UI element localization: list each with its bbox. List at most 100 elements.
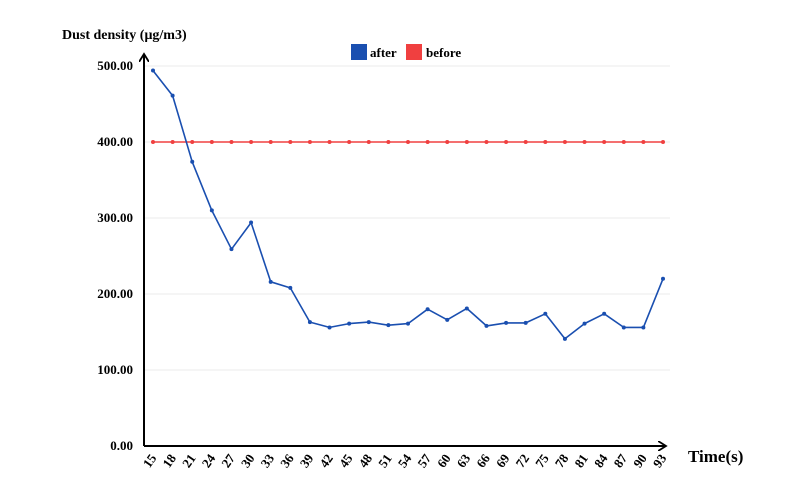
data-point-after: [347, 321, 352, 326]
x-tick-label: 24: [199, 451, 219, 471]
data-point-after: [268, 279, 273, 284]
data-point-after: [190, 159, 195, 164]
x-tick-label: 36: [277, 451, 297, 471]
y-tick-label: 0.00: [110, 438, 133, 453]
data-point-before: [582, 140, 587, 144]
x-tick-label: 15: [140, 451, 160, 471]
x-tick-labels: 15 18 21 24 27 30 33 36 39 42 45 48 51 54 57 60 63 66 69 72…: [140, 451, 670, 471]
data-point-before: [366, 140, 371, 144]
x-tick-label: 51: [375, 451, 395, 470]
x-tick-label: 75: [532, 451, 552, 471]
data-point-before: [621, 140, 626, 144]
data-point-after: [406, 321, 410, 326]
data-point-before: [327, 140, 332, 144]
data-point-after: [582, 321, 587, 326]
x-tick-label: 81: [571, 451, 591, 470]
data-point-before: [464, 140, 469, 144]
data-point-after: [464, 306, 469, 311]
y-tick-label: 100.00: [97, 362, 133, 377]
y-tick-label: 200.00: [97, 286, 133, 301]
data-point-after: [621, 325, 626, 330]
data-point-before: [543, 140, 548, 144]
y-tick-label: 500.00: [97, 58, 133, 73]
series-after: [151, 68, 665, 341]
x-tick-label: 63: [454, 451, 474, 471]
x-tick-label: 45: [336, 451, 356, 471]
data-point-after: [484, 323, 489, 328]
x-tick-label: 42: [316, 451, 336, 470]
data-point-before: [484, 140, 489, 144]
data-point-before: [425, 140, 430, 144]
data-point-before: [288, 140, 293, 144]
data-point-before: [406, 140, 410, 144]
y-tick-label: 300.00: [97, 210, 133, 225]
x-tick-label: 72: [512, 451, 532, 470]
x-tick-label: 54: [395, 451, 415, 471]
x-tick-label: 69: [493, 451, 513, 471]
data-point-after: [249, 220, 254, 225]
data-point-before: [209, 140, 214, 144]
data-point-before: [307, 140, 312, 144]
data-point-after: [327, 325, 332, 330]
legend-swatch-after: [351, 44, 367, 60]
data-point-after: [307, 320, 312, 325]
x-tick-label: 33: [257, 451, 277, 471]
x-tick-label: 84: [591, 451, 611, 471]
data-point-after: [425, 307, 430, 312]
data-point-before: [445, 140, 450, 144]
y-tick-label: 400.00: [97, 134, 133, 149]
series-before: [151, 140, 665, 144]
data-point-before: [268, 140, 273, 144]
data-point-before: [562, 140, 567, 144]
data-point-after: [151, 68, 155, 73]
series-lines: [151, 68, 665, 341]
data-point-before: [347, 140, 352, 144]
data-point-after: [288, 285, 293, 290]
x-tick-label: 30: [238, 451, 258, 470]
x-tick-label: 57: [414, 451, 434, 471]
data-point-before: [190, 140, 195, 144]
data-point-before: [170, 140, 175, 144]
data-point-after: [504, 320, 509, 325]
data-point-after: [445, 317, 450, 322]
data-point-before: [661, 140, 665, 144]
data-point-after: [562, 336, 567, 341]
data-point-before: [504, 140, 509, 144]
x-tick-label: 60: [434, 451, 454, 470]
x-tick-label: 39: [297, 451, 317, 471]
data-point-before: [249, 140, 254, 144]
data-point-before: [386, 140, 391, 144]
series-line-after: [152, 70, 664, 340]
data-point-after: [170, 93, 175, 98]
data-point-after: [229, 247, 234, 252]
data-point-after: [386, 323, 391, 328]
legend-label-before: before: [426, 45, 461, 60]
x-tick-label: 78: [552, 451, 572, 471]
x-axis-label: Time(s): [688, 447, 743, 466]
legend-swatch-before: [406, 44, 422, 60]
data-point-after: [661, 276, 665, 281]
legend: after before: [351, 44, 461, 60]
y-tick-labels: 0.00 100.00 200.00 300.00 400.00 500.00: [97, 58, 133, 453]
x-tick-label: 87: [610, 451, 630, 471]
data-point-before: [641, 140, 646, 144]
x-tick-label: 90: [630, 451, 650, 470]
data-point-after: [209, 208, 214, 213]
data-point-after: [523, 320, 528, 325]
x-tick-label: 27: [218, 451, 238, 471]
data-point-before: [602, 140, 607, 144]
data-point-before: [523, 140, 528, 144]
data-point-after: [543, 311, 548, 316]
data-point-after: [366, 320, 371, 325]
data-point-before: [151, 140, 155, 144]
x-tick-label: 93: [650, 451, 670, 471]
y-axis-label: Dust density (μg/m3): [62, 28, 187, 43]
x-tick-label: 48: [355, 451, 375, 471]
x-tick-label: 66: [473, 451, 493, 471]
data-point-after: [602, 311, 607, 316]
data-point-after: [641, 325, 646, 330]
legend-label-after: after: [370, 45, 397, 60]
x-tick-label: 21: [179, 451, 199, 470]
data-point-before: [229, 140, 234, 144]
